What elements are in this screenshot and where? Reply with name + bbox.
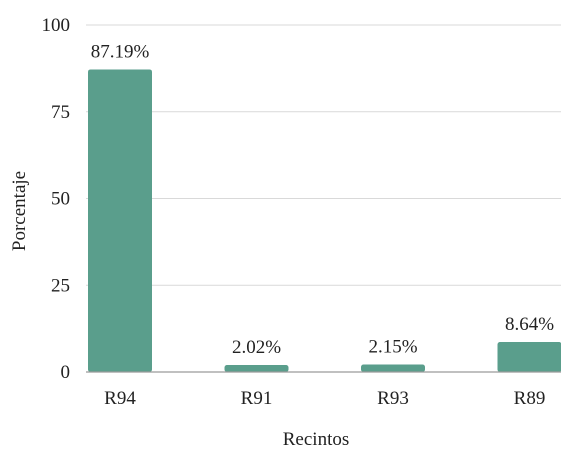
x-axis-ticks: R94 R91 R93 R89 [104,388,545,409]
data-label-r91: 2.02% [232,337,281,358]
y-tick-label: 0 [61,362,71,383]
bar-r94 [88,69,152,373]
gridlines [86,24,561,286]
y-axis-ticks: 0 25 50 75 100 [42,15,71,383]
x-tick-label-r93: R93 [377,388,409,409]
data-label-r89: 8.64% [505,314,554,335]
y-tick-label: 25 [51,275,70,296]
x-tick-label-r91: R91 [241,388,273,409]
bar-r91 [224,364,289,372]
x-tick-label-r94: R94 [104,388,136,409]
y-tick-label: 100 [42,15,71,36]
data-label-r93: 2.15% [368,337,417,358]
data-labels: 87.19% 2.02% 2.15% 8.64% [91,41,555,358]
y-tick-label: 75 [51,102,70,123]
bar-r93 [361,364,425,372]
x-axis-title: Recintos [283,429,350,450]
bar-r89 [497,342,561,372]
data-label-r94: 87.19% [91,41,150,62]
y-tick-label: 50 [51,189,70,210]
y-axis-title: Porcentaje [9,171,30,251]
x-tick-label-r89: R89 [514,388,546,409]
bars [88,69,561,373]
